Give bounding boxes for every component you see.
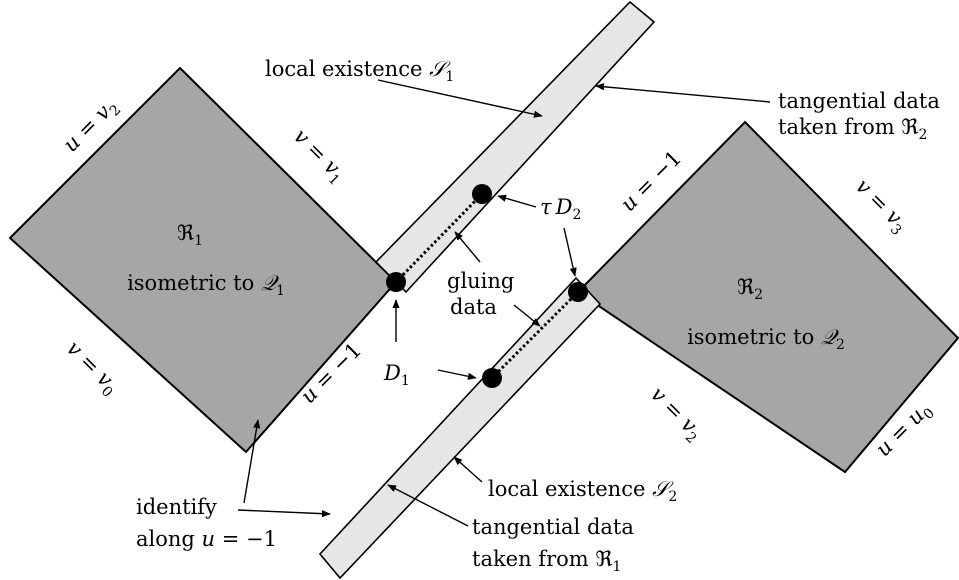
boundary-label-v-eq-v2: v = v2 [643,382,708,447]
arrow-gluing-upper [454,231,481,263]
arrow-tangential-r1 [387,484,469,527]
annotation-tangential-r2-line1: tangential data [778,89,940,113]
arrow-d1-right [437,369,477,380]
annotation-d1: D1 [383,361,410,389]
point-d1 [386,272,406,292]
annotation-tangential-r2-line2: taken from ℜ2 [778,115,927,143]
annotation-gluing-line2: data [450,295,497,319]
annotation-tangential-r1-line1: tangential data [472,515,634,539]
point-tau-d2-upper [472,184,492,204]
gluing-line-upper [394,192,484,284]
region-r2-label: ℜ2 [737,275,763,303]
annotation-identify-line2: along u = −1 [136,527,277,551]
region-r2-isometric: isometric to 𝒬2 [687,325,845,353]
region-r1-label: ℜ1 [177,221,203,249]
annotation-identify-line1: identify [136,495,217,519]
arrow-identify-s2 [237,509,331,518]
arrow-tau-d2-upper [497,194,537,208]
boundary-label-v-eq-v0: v = v0 [59,336,124,401]
annotation-tangential-r1-line2: taken from ℜ1 [472,547,621,575]
region-r1 [8,66,398,454]
arrow-tau-d2-lower [563,227,577,277]
arrow-local-existence-s2 [453,456,483,483]
point-tau-d2 [568,282,588,302]
region-r1-isometric: isometric to 𝒬1 [127,271,285,299]
annotation-tau-d2: τ D2 [540,195,581,223]
gluing-line-lower [490,290,580,380]
boundary-label-v-eq-v3: v = v3 [848,174,913,239]
arrow-identify-r1 [243,419,261,504]
point-d1-lower [482,368,502,388]
arrow-tangential-r2 [595,83,771,103]
annotation-local-existence-s2: local existence 𝒮2 [488,477,677,505]
annotation-gluing-line1: gluing [447,269,514,293]
region-r2 [576,120,959,474]
strip-s1 [374,0,656,294]
boundary-label-v-eq-v1: v = v1 [286,124,351,189]
annotation-local-existence-s1: local existence 𝒮1 [265,57,454,85]
arrow-gluing-lower [513,304,541,327]
arrow-local-existence-s1 [377,79,543,118]
strip-s2 [318,276,602,580]
